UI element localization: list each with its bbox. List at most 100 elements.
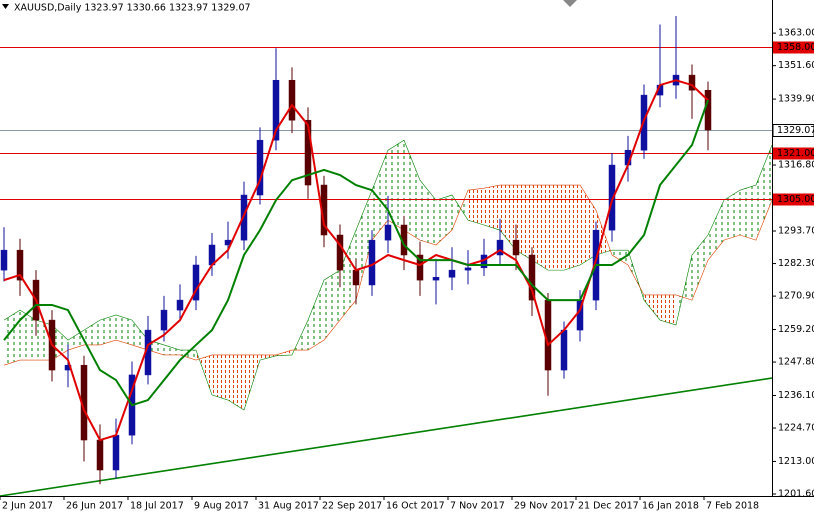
candle-body xyxy=(704,89,712,131)
cloud-fill xyxy=(388,140,404,231)
x-tick-label: 29 Nov 2017 xyxy=(514,501,575,512)
x-tick-label: 31 Aug 2017 xyxy=(258,501,319,512)
cloud-fill xyxy=(228,354,244,411)
cloud-fill xyxy=(52,324,68,361)
cloud-fill xyxy=(532,185,548,271)
price-label: 1329.07 xyxy=(777,125,814,136)
cloud-fill xyxy=(564,185,580,271)
candle-body xyxy=(192,264,200,301)
cloud-fill xyxy=(500,185,516,251)
candle-body xyxy=(336,234,344,271)
cloud-fill xyxy=(644,294,660,321)
x-tick-label: 22 Sep 2017 xyxy=(322,501,382,512)
cloud-fill xyxy=(100,314,116,345)
candle-body xyxy=(688,74,696,91)
x-tick-label: 9 Aug 2017 xyxy=(194,501,249,512)
level-label: 1358.00 xyxy=(777,42,814,53)
candle-body xyxy=(16,249,24,281)
cloud-fill xyxy=(516,185,532,261)
candle-body xyxy=(288,79,296,121)
candle-body xyxy=(528,254,536,301)
y-tick-label: 1351.60 xyxy=(778,60,814,71)
x-tick-label: 16 Jan 2018 xyxy=(642,501,699,512)
span-a xyxy=(3,139,772,411)
cloud-fill xyxy=(164,344,180,355)
x-tick-label: 7 Nov 2017 xyxy=(450,501,505,512)
y-tick-label: 1339.90 xyxy=(778,94,814,105)
cloud-fill xyxy=(740,185,756,241)
x-tick-label: 21 Dec 2017 xyxy=(578,501,639,512)
indicator-line xyxy=(3,99,709,407)
y-tick-label: 1282.30 xyxy=(778,258,814,269)
candle-body xyxy=(112,434,120,471)
y-tick-label: 1316.80 xyxy=(778,160,814,171)
cloud-fill xyxy=(36,320,52,361)
level-label-box xyxy=(773,147,814,160)
cloud-fill xyxy=(132,320,148,351)
y-tick-label: 1201.60 xyxy=(778,489,814,500)
cloud-fill xyxy=(372,150,388,241)
candle-body xyxy=(176,299,184,311)
axes: 1363.00 1351.60 1339.90 1316.80 1293.70 1282.… xyxy=(0,28,814,512)
chart-title: XAUUSD,Daily 1323.97 1330.66 1323.97 132… xyxy=(14,3,251,14)
y-tick-label: 1236.10 xyxy=(778,390,814,401)
candle-body xyxy=(384,224,392,241)
cloud-fill xyxy=(548,185,564,271)
x-tick-label: 18 Jul 2017 xyxy=(130,501,184,512)
candle-body xyxy=(560,329,568,371)
cloud-fill xyxy=(180,350,196,361)
cloud-fill xyxy=(356,190,372,301)
candle-body xyxy=(464,267,472,271)
cloud-fill xyxy=(324,270,340,341)
y-tick-label: 1247.80 xyxy=(778,357,814,368)
y-tick-label: 1293.70 xyxy=(778,226,814,237)
candle-body xyxy=(0,249,8,271)
candle-body xyxy=(96,439,104,471)
candle-body xyxy=(608,164,616,231)
candle-body xyxy=(304,119,312,186)
cloud-fill xyxy=(244,354,260,411)
cloud-fill xyxy=(756,145,772,241)
level-label-box xyxy=(773,193,814,206)
x-tick-label: 7 Feb 2018 xyxy=(706,501,759,512)
candle-body xyxy=(512,239,520,256)
level-label: 1321.00 xyxy=(777,148,814,159)
cloud-fill xyxy=(404,140,420,241)
candle-body xyxy=(416,254,424,281)
candle-body xyxy=(352,269,360,286)
plot-area xyxy=(0,15,772,496)
cloud-fill xyxy=(116,314,132,345)
menu-icon[interactable] xyxy=(2,4,9,9)
cloud-fill xyxy=(84,320,100,345)
candle-body xyxy=(448,269,456,278)
cloud-fill xyxy=(340,230,356,321)
cloud-fill xyxy=(212,354,228,401)
cloud-fill xyxy=(484,185,500,231)
y-tick-label: 1259.20 xyxy=(778,324,814,335)
cloud-fill xyxy=(692,235,708,301)
candle-body xyxy=(496,239,504,256)
cloud-fill xyxy=(660,294,676,325)
cloud-fill xyxy=(468,188,484,226)
level-label-box xyxy=(773,41,814,54)
candle-body xyxy=(432,277,440,281)
cloud-fill xyxy=(68,330,84,351)
cloud-fill xyxy=(308,280,324,351)
trendline xyxy=(0,377,772,496)
candle-body xyxy=(240,194,248,241)
x-tick-label: 26 Jun 2017 xyxy=(66,501,123,512)
cloud-fill xyxy=(612,250,628,265)
x-tick-label: 16 Oct 2017 xyxy=(386,501,445,512)
x-tick-label: 2 Jun 2017 xyxy=(2,501,53,512)
cloud-fill xyxy=(436,195,452,246)
candle-body xyxy=(272,79,280,141)
level-label: 1305.00 xyxy=(777,194,814,205)
shift-marker[interactable] xyxy=(563,0,577,7)
cloud-fill xyxy=(580,185,596,265)
y-tick-label: 1270.90 xyxy=(778,291,814,302)
cloud-fill xyxy=(724,190,740,241)
cloud-fill xyxy=(420,180,436,246)
